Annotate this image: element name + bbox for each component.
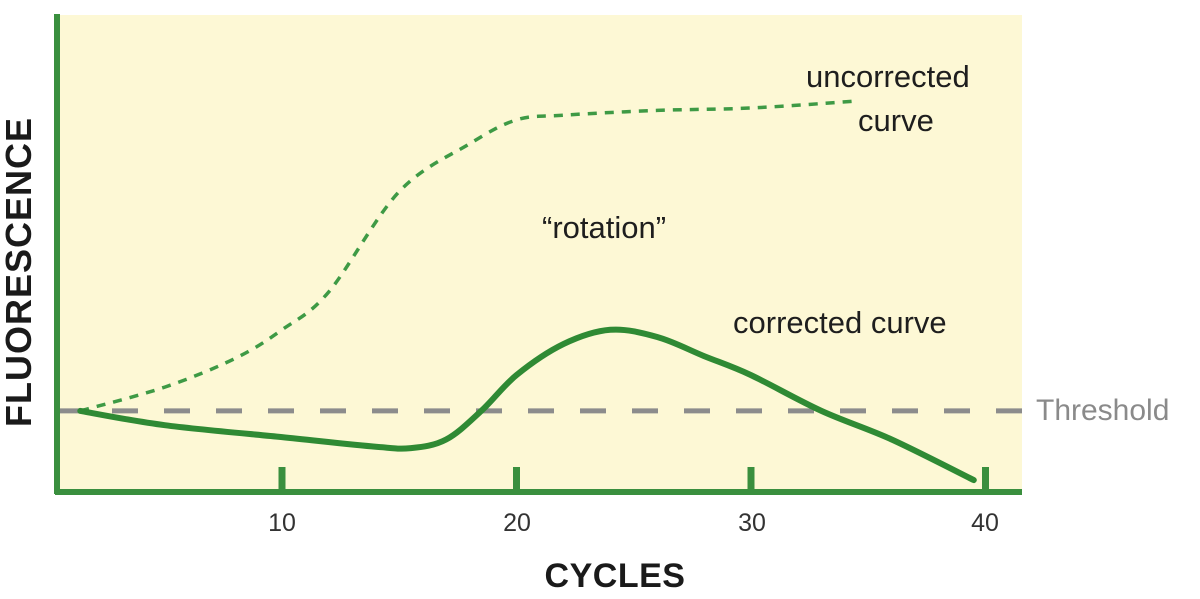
x-tick-label-20: 20 bbox=[503, 509, 531, 537]
uncorrected-curve-label-line2: curve bbox=[858, 103, 934, 138]
y-axis-title: FLUORESCENCE bbox=[0, 116, 39, 428]
rotation-annotation: “rotation” bbox=[542, 210, 667, 245]
uncorrected-curve-line bbox=[79, 99, 860, 413]
uncorrected-curve-label-line1: uncorrected bbox=[806, 59, 970, 94]
corrected-curve-line bbox=[77, 326, 977, 484]
x-axis-title: CYCLES bbox=[544, 557, 686, 595]
x-tick-label-30: 30 bbox=[738, 509, 766, 537]
x-axis-ticks bbox=[278, 467, 989, 492]
x-tick-label-40: 40 bbox=[971, 509, 999, 537]
corrected-curve-label: corrected curve bbox=[733, 305, 947, 340]
threshold-label: Threshold bbox=[1036, 394, 1170, 427]
x-tick-label-10: 10 bbox=[268, 509, 296, 537]
